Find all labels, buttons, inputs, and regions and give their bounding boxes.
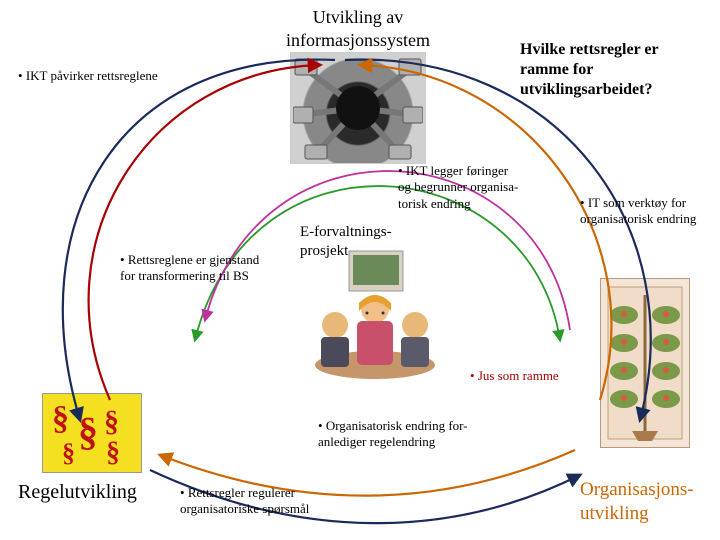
bullet-it-verktoy: • IT som verktøy for organisatorisk endr…	[580, 195, 696, 228]
svg-text:§: §	[78, 409, 98, 454]
center-image	[295, 245, 455, 381]
svg-text:§: §	[62, 438, 75, 467]
question: Hvilke rettsregler er ramme for utviklin…	[520, 40, 710, 100]
bullet-it-verktoy-text: IT som verktøy for organisatorisk endrin…	[580, 195, 696, 226]
bullet-rettsreglene-gjenstand: • Rettsreglene er gjenstand for transfor…	[120, 252, 259, 285]
bullet-org-endring-text: Organisatorisk endring for- anlediger re…	[318, 418, 468, 449]
bullet-ikt-pavirker: • IKT påvirker rettsreglene	[18, 68, 158, 84]
bullet-rettsregler-regulerer: • Rettsregler regulerer organisatoriske …	[180, 485, 309, 518]
arc-left-up	[89, 65, 320, 400]
top-image	[290, 52, 426, 164]
node-regelutvikling: Regelutvikling	[18, 480, 137, 505]
bottom-left-image: § § § § §	[42, 393, 142, 473]
title: Utvikling av informasjonssystem	[258, 6, 458, 51]
diagram-canvas: § § § § §	[0, 0, 720, 540]
bottom-right-image	[600, 278, 690, 448]
svg-text:§: §	[52, 400, 69, 437]
bullet-jus-ramme: • Jus som ramme	[470, 368, 559, 384]
bullet-ikt-pavirker-text: IKT påvirker rettsreglene	[26, 68, 158, 83]
bullet-rettsreglene-gjenstand-text: Rettsreglene er gjenstand for transforme…	[120, 252, 259, 283]
node-organisasjonsutvikling: Organisasjons- utvikling	[580, 478, 694, 526]
bullet-rettsregler-regulerer-text: Rettsregler regulerer organisatoriske sp…	[180, 485, 309, 516]
bullet-org-endring: • Organisatorisk endring for- anlediger …	[318, 418, 468, 451]
bullet-ikt-legger: • IKT legger føringer og begrunner organ…	[398, 163, 518, 212]
svg-text:§: §	[104, 405, 119, 438]
svg-text:§: §	[106, 437, 120, 468]
bullet-jus-ramme-text: Jus som ramme	[478, 368, 559, 383]
center-label: E-forvaltnings- prosjekt	[300, 223, 392, 261]
bullet-ikt-legger-text: IKT legger føringer og begrunner organis…	[398, 163, 518, 211]
